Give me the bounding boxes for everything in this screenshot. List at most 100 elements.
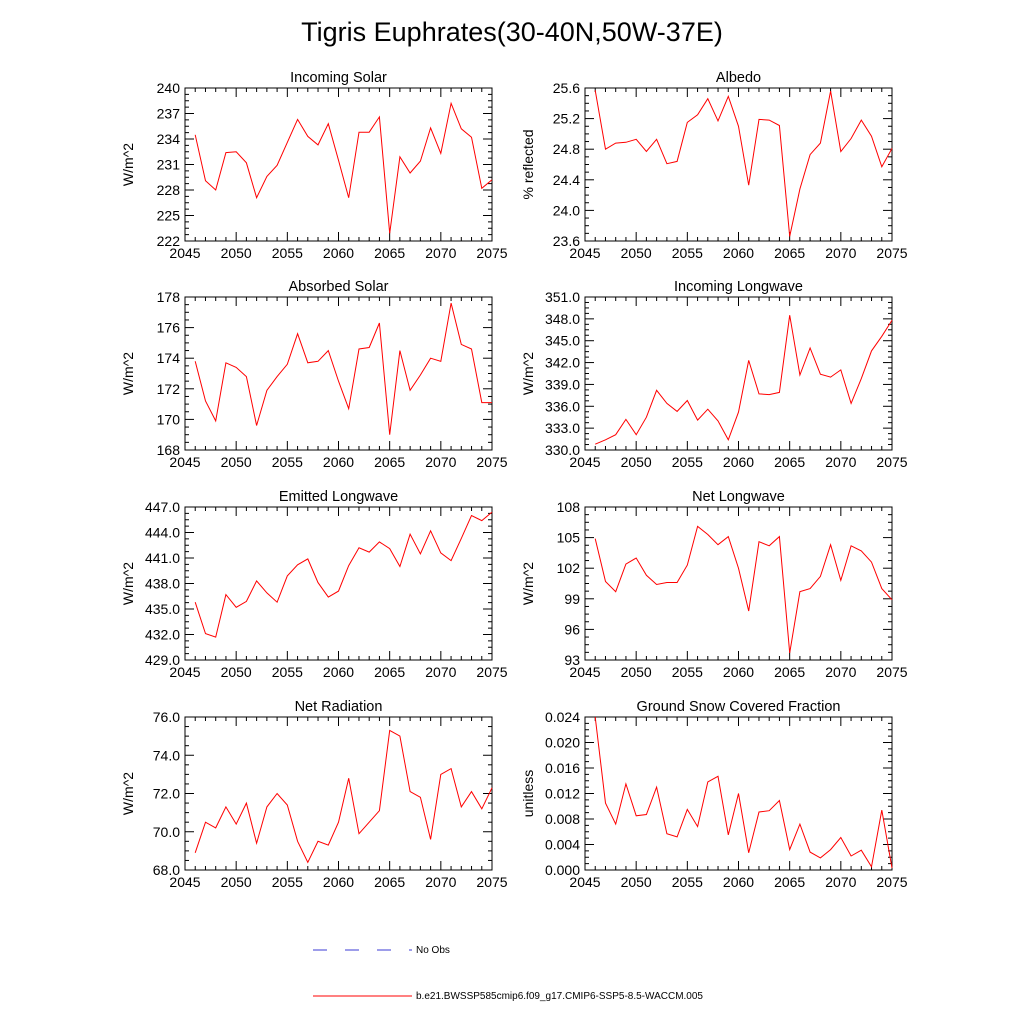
y-tick-label: 336.0 (545, 398, 580, 414)
y-tick-label: 25.2 (553, 111, 580, 127)
x-tick-label: 2075 (476, 874, 507, 890)
y-tick-label: 237 (157, 106, 181, 122)
x-tick-label: 2050 (221, 454, 252, 470)
series-line (194, 511, 493, 638)
y-tick-label: 429.0 (145, 652, 180, 668)
y-tick-label: 441.0 (145, 550, 180, 566)
y-tick-label: 72.0 (153, 786, 180, 802)
plot-frame (184, 87, 493, 242)
y-tick-label: 105 (557, 530, 581, 546)
y-tick-label: 228 (157, 182, 181, 198)
y-tick-label: 342.0 (545, 355, 580, 371)
y-tick-label: 0.012 (545, 786, 580, 802)
y-axis-label: W/m^2 (120, 562, 136, 605)
x-tick-label: 2075 (876, 664, 907, 680)
x-tick-label: 2070 (825, 245, 856, 261)
x-tick-label: 2055 (272, 454, 303, 470)
series-line (194, 729, 493, 864)
panel-title: Net Longwave (692, 489, 785, 505)
plot-frame (584, 506, 893, 661)
y-tick-label: 74.0 (153, 747, 180, 763)
x-tick-label: 2045 (569, 245, 600, 261)
legend-model-label: b.e21.BWSSP585cmip6.f09_g17.CMIP6-SSP5-8… (416, 991, 703, 1002)
x-tick-label: 2060 (323, 245, 354, 261)
panel-title: Emitted Longwave (279, 489, 398, 505)
panel-title: Absorbed Solar (289, 279, 389, 295)
series-line (194, 302, 492, 435)
series-line (194, 101, 493, 234)
x-tick-label: 2050 (221, 874, 252, 890)
y-axis-label: W/m^2 (520, 352, 536, 395)
x-tick-label: 2045 (569, 454, 600, 470)
y-tick-label: 348.0 (545, 311, 580, 327)
y-tick-label: 447.0 (145, 499, 180, 515)
x-tick-label: 2070 (425, 245, 456, 261)
panel-title: Ground Snow Covered Fraction (637, 699, 841, 715)
y-axis-label: W/m^2 (120, 143, 136, 186)
plot-frame (184, 296, 493, 451)
x-tick-label: 2055 (672, 245, 703, 261)
y-tick-label: 339.0 (545, 376, 580, 392)
figure-title: Tigris Euphrates(30-40N,50W-37E) (301, 17, 723, 47)
legend: No Obs b.e21.BWSSP585cmip6.f09_g17.CMIP6… (313, 945, 703, 1002)
x-tick-label: 2065 (774, 664, 805, 680)
x-tick-label: 2060 (723, 664, 754, 680)
plot-frame (184, 716, 493, 871)
y-tick-label: 68.0 (153, 862, 180, 878)
series-line (594, 525, 893, 653)
x-tick-label: 2050 (221, 664, 252, 680)
y-tick-label: 170 (157, 411, 181, 427)
x-tick-label: 2055 (272, 245, 303, 261)
x-tick-label: 2075 (476, 664, 507, 680)
y-tick-label: 24.0 (553, 202, 580, 218)
y-tick-label: 0.024 (545, 709, 580, 725)
y-axis-label: W/m^2 (520, 562, 536, 605)
y-tick-label: 178 (157, 289, 181, 305)
x-tick-label: 2060 (723, 454, 754, 470)
y-tick-label: 222 (157, 233, 181, 249)
y-tick-label: 108 (557, 499, 581, 515)
y-tick-label: 333.0 (545, 420, 580, 436)
x-tick-label: 2050 (621, 874, 652, 890)
plot-frame (184, 506, 493, 661)
x-tick-label: 2055 (672, 454, 703, 470)
x-tick-label: 2065 (774, 245, 805, 261)
y-tick-label: 25.6 (553, 80, 580, 96)
y-tick-label: 444.0 (145, 525, 180, 541)
y-tick-label: 345.0 (545, 333, 580, 349)
y-tick-label: 231 (157, 157, 181, 173)
y-tick-label: 24.4 (553, 172, 580, 188)
series-line (594, 90, 893, 237)
x-tick-label: 2055 (272, 664, 303, 680)
panel-2: Absorbed Solar W/m^2 2045 2050 2055 2060 2065 2… (120, 279, 508, 470)
y-tick-label: 70.0 (153, 824, 180, 840)
x-tick-label: 2045 (169, 664, 200, 680)
y-tick-label: 0.004 (545, 837, 580, 853)
panel-title: Incoming Longwave (674, 279, 803, 295)
x-tick-label: 2060 (323, 454, 354, 470)
panel-5: Net Longwave W/m^2 2045 2050 2055 2060 2065 207… (520, 489, 908, 680)
panel-title: Net Radiation (295, 699, 383, 715)
y-tick-label: 0.000 (545, 862, 580, 878)
panel-title: Incoming Solar (290, 70, 387, 86)
x-tick-label: 2060 (723, 874, 754, 890)
x-tick-label: 2075 (876, 454, 907, 470)
panels: Incoming Solar W/m^2 2045 2050 2055 2060 2065 2… (120, 70, 908, 890)
y-tick-label: 96 (564, 621, 580, 637)
x-tick-label: 2070 (825, 664, 856, 680)
panel-1: Albedo % reflected 2045 2050 2055 2060 2065 207… (520, 70, 908, 261)
x-tick-label: 2060 (723, 245, 754, 261)
x-tick-label: 2050 (621, 245, 652, 261)
y-tick-label: 176 (157, 320, 181, 336)
x-tick-label: 2045 (569, 664, 600, 680)
x-tick-label: 2045 (169, 874, 200, 890)
x-tick-label: 2070 (425, 874, 456, 890)
x-tick-label: 2065 (774, 874, 805, 890)
x-tick-label: 2060 (323, 874, 354, 890)
x-tick-label: 2055 (272, 874, 303, 890)
y-tick-label: 0.016 (545, 760, 580, 776)
y-tick-label: 76.0 (153, 709, 180, 725)
x-tick-label: 2050 (621, 454, 652, 470)
panel-4: Emitted Longwave W/m^2 2045 2050 2055 2060 206… (120, 489, 508, 680)
